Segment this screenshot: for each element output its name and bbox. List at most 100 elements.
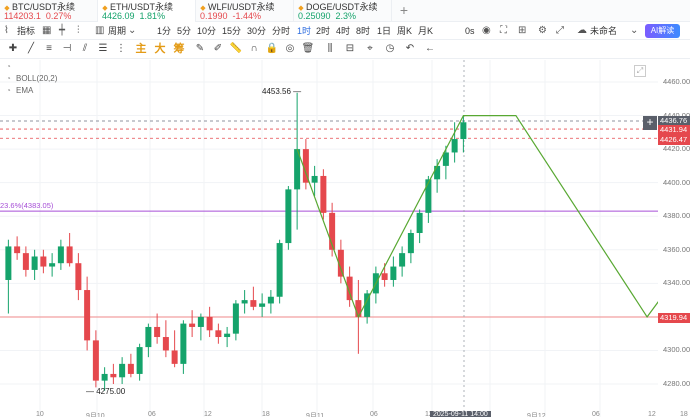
ab-icon[interactable]: ⊟	[345, 43, 355, 54]
tab-eth[interactable]: ◆ ETH/USDT永续 4426.09 1.81%	[98, 0, 196, 22]
grid-icon[interactable]: ⊞	[518, 25, 527, 36]
price-tick-label: 4340.00	[663, 278, 690, 288]
clock-icon[interactable]: ◷	[385, 43, 395, 54]
eye-icon[interactable]: ◎	[285, 43, 295, 54]
eye-icon[interactable]: ◔	[6, 74, 11, 83]
time-tick-label: 10	[36, 411, 44, 417]
time-tick-label: 12	[204, 411, 212, 417]
tab-symbol-row: ◆ BTC/USDT永续	[4, 0, 75, 13]
candle-style-icon[interactable]: ┿	[59, 25, 66, 36]
tab-change: 2.3%	[335, 11, 357, 21]
indicator-icon[interactable]: ⌇	[4, 25, 9, 36]
tab-wlfi[interactable]: ◆ WLFI/USDT永续 0.1990 -1.44%	[196, 0, 294, 22]
interval-10m[interactable]: 10分	[197, 26, 217, 36]
candle-body	[14, 246, 21, 254]
chevron-down-icon[interactable]: ⌄	[128, 25, 137, 36]
period-icon[interactable]: ▥	[95, 25, 105, 36]
eye-icon[interactable]: ◔	[6, 62, 11, 71]
add-alert-icon[interactable]: +	[643, 116, 657, 130]
tab-btc[interactable]: ◆ BTC/USDT永续 114203.1 0.27%	[0, 0, 98, 22]
interval-1m[interactable]: 1分	[157, 26, 172, 36]
ruler-icon[interactable]: 📏	[229, 43, 243, 54]
compare-icon[interactable]: ⫶	[77, 25, 80, 36]
price-tick-label: 4420.00	[663, 144, 690, 154]
tab-price-row: 114203.1 0.27%	[4, 11, 76, 21]
fullscreen-icon[interactable]: ⛶	[500, 25, 507, 36]
candle-body	[180, 323, 187, 364]
candle-body	[250, 300, 257, 307]
brush-icon[interactable]: ✐	[213, 43, 223, 54]
candle-body	[215, 330, 222, 338]
high-annotation: 4453.56 —	[262, 87, 302, 96]
align-icon[interactable]: ⫼	[327, 43, 333, 54]
candle-body	[346, 276, 353, 301]
pencil-icon[interactable]: ✎	[195, 43, 205, 54]
settings-icon[interactable]: ⚙	[538, 25, 547, 36]
candle-body	[145, 326, 152, 348]
indicator-button[interactable]: 指标	[17, 26, 36, 36]
plus-icon[interactable]: +	[399, 2, 409, 18]
star-icon[interactable]: ◆	[4, 5, 10, 12]
crosshair-icon[interactable]: ✚	[8, 43, 18, 54]
layout-name[interactable]: 未命名	[590, 26, 618, 36]
tab-doge[interactable]: ◆ DOGE/USDT永续 0.25090 2.3%	[294, 0, 392, 22]
interval-8h[interactable]: 8时	[356, 26, 371, 36]
chevron-down-icon[interactable]: ⌄	[630, 25, 639, 36]
ai-interpret-button[interactable]: AI解读	[645, 24, 680, 38]
star-icon[interactable]: ◆	[298, 5, 304, 12]
boll-legend-label: BOLL(20,2)	[16, 74, 58, 83]
tab-symbol: DOGE/USDT永续	[306, 2, 378, 12]
magnet-icon[interactable]: ∩	[250, 43, 258, 54]
candle-body	[31, 256, 38, 270]
back-icon[interactable]: ←	[425, 43, 435, 54]
sub-indicator-button[interactable]: 大	[154, 43, 166, 55]
candle-body	[460, 122, 467, 140]
trash-icon[interactable]: 🗑	[301, 43, 315, 54]
interval-month[interactable]: 月K	[418, 26, 434, 36]
interval-1d[interactable]: 1日	[377, 26, 392, 36]
cursor-icon[interactable]: ⌖	[367, 43, 373, 54]
undo-icon[interactable]: ↶	[405, 43, 415, 54]
interval-5m[interactable]: 5分	[177, 26, 192, 36]
ray-icon[interactable]: ⊣	[62, 43, 72, 54]
star-icon[interactable]: ◆	[102, 5, 108, 12]
chips-button[interactable]: 筹	[173, 43, 185, 55]
candlestick-chart[interactable]: ◔ ◔ BOLL(20,2) ◔ EMA ⤢ +	[0, 60, 690, 417]
candle-body	[57, 246, 64, 264]
candle-body	[259, 303, 266, 307]
low-annotation: — 4275.00	[86, 387, 126, 396]
candle-body	[451, 139, 458, 153]
interval-1h[interactable]: 1时	[297, 26, 312, 36]
camera-icon[interactable]: ◉	[482, 25, 491, 36]
interval-4h[interactable]: 4时	[336, 26, 351, 36]
horizontal-line-icon[interactable]: ≡	[46, 43, 52, 54]
star-icon[interactable]: ◆	[200, 5, 206, 12]
interval-2h[interactable]: 2时	[316, 26, 331, 36]
time-tick-label: 06	[148, 411, 156, 417]
interval-30m[interactable]: 30分	[247, 26, 267, 36]
candle-body	[40, 256, 47, 267]
chart-canvas[interactable]	[0, 60, 690, 417]
lock-icon[interactable]: 🔒	[265, 43, 279, 54]
price-tick-label: 4300.00	[663, 345, 690, 355]
text-icon[interactable]: ⋮	[116, 43, 126, 54]
fib-icon[interactable]: ☰	[98, 43, 108, 54]
tab-price: 4426.09	[102, 11, 135, 21]
candle-body	[311, 175, 318, 183]
fullscreen-expand-icon[interactable]: ⤢	[556, 25, 564, 36]
channel-icon[interactable]: ⫽	[82, 43, 88, 54]
save-layout-icon[interactable]: ☁	[577, 25, 587, 36]
interval-15m[interactable]: 15分	[222, 26, 242, 36]
interval-timeline[interactable]: 分时	[272, 26, 291, 36]
low-label: 4275.00	[96, 387, 126, 396]
candle-body	[110, 373, 117, 378]
fullscreen-icon[interactable]: ⤢	[634, 65, 646, 77]
time-tick-label: 9月10	[86, 413, 105, 417]
master-indicator-button[interactable]: 主	[135, 43, 147, 55]
eye-icon[interactable]: ◔	[6, 86, 11, 95]
trendline-icon[interactable]: ╱	[27, 43, 35, 54]
interval-week[interactable]: 周K	[397, 26, 413, 36]
period-button[interactable]: 周期	[108, 26, 127, 36]
layout-icon[interactable]: ▦	[42, 25, 52, 36]
fib-level-label: 23.6%(4383.05)	[0, 201, 54, 210]
